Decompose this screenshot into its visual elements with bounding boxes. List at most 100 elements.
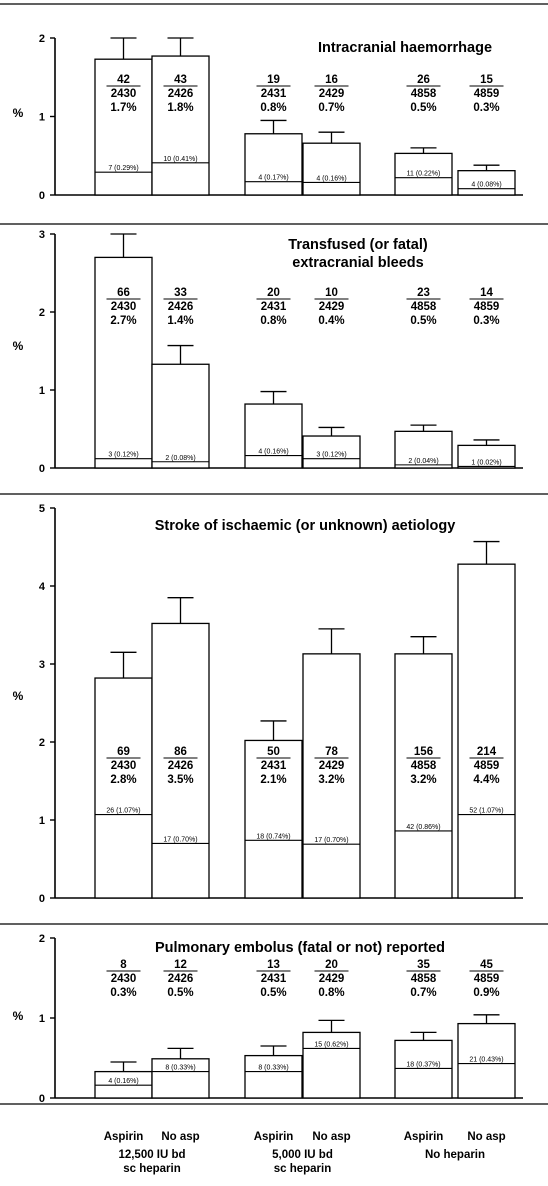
fatal-label: 26 (1.07%) xyxy=(106,808,140,815)
x-axis-labels: Aspirin No asp Aspirin No asp Aspirin No asp 1… xyxy=(104,1131,506,1175)
patient-count: 2431 xyxy=(261,301,287,313)
event-count: 156 xyxy=(414,746,433,758)
x-category-label: No asp xyxy=(161,1131,199,1143)
event-percent: 0.5% xyxy=(167,987,193,999)
bar xyxy=(244,1054,303,1099)
y-tick-label: 0 xyxy=(39,893,45,905)
event-count: 43 xyxy=(174,74,187,86)
chart-title: Intracranial haemorrhage xyxy=(318,40,492,56)
patient-count: 2431 xyxy=(261,760,287,772)
x-category-label: No asp xyxy=(467,1131,505,1143)
patient-count: 2429 xyxy=(319,88,345,100)
chart-panel-3: 0 1 2 3 4 5% Stroke of ischaemic (or unknown) … xyxy=(13,503,523,905)
patient-count: 2430 xyxy=(111,301,137,313)
event-percent: 0.3% xyxy=(110,987,136,999)
bar xyxy=(394,1039,453,1099)
patient-count: 2426 xyxy=(168,973,194,985)
event-percent: 0.9% xyxy=(473,987,499,999)
fatal-label: 4 (0.16%) xyxy=(108,1078,138,1085)
event-percent: 1.8% xyxy=(167,102,193,114)
patient-count: 2426 xyxy=(168,301,194,313)
event-percent: 0.8% xyxy=(260,315,286,327)
event-count: 14 xyxy=(480,287,493,299)
event-percent: 0.4% xyxy=(318,315,344,327)
fatal-label: 7 (0.29%) xyxy=(108,165,138,172)
event-percent: 0.5% xyxy=(410,102,436,114)
x-category-label: Aspirin xyxy=(104,1131,144,1143)
bar xyxy=(302,1031,361,1099)
y-tick-label: 1 xyxy=(39,1013,45,1025)
bar xyxy=(302,653,361,899)
event-count: 50 xyxy=(267,746,280,758)
event-percent: 0.5% xyxy=(260,987,286,999)
chart-title: Pulmonary embolus (fatal or not) reporte… xyxy=(155,940,445,956)
patient-count: 2426 xyxy=(168,88,194,100)
bar xyxy=(457,444,516,469)
y-tick-label: 0 xyxy=(39,190,45,202)
patient-count: 2429 xyxy=(319,973,345,985)
y-tick-label: 0 xyxy=(39,1093,45,1105)
fatal-label: 4 (0.16%) xyxy=(316,175,346,182)
event-percent: 2.8% xyxy=(110,774,136,786)
x-group-label: 5,000 IU bd xyxy=(272,1149,333,1161)
event-percent: 1.4% xyxy=(167,315,193,327)
y-tick-label: 0 xyxy=(39,463,45,475)
patient-count: 2429 xyxy=(319,760,345,772)
fatal-label: 52 (1.07%) xyxy=(469,808,503,815)
patient-count: 4858 xyxy=(411,301,437,313)
y-axis-label: % xyxy=(13,339,24,353)
event-percent: 0.7% xyxy=(318,102,344,114)
event-count: 8 xyxy=(120,959,127,971)
event-count: 16 xyxy=(325,74,338,86)
fatal-label: 3 (0.12%) xyxy=(108,452,138,459)
x-group-label: No heparin xyxy=(425,1149,485,1161)
y-tick-label: 2 xyxy=(39,307,45,319)
event-count: 23 xyxy=(417,287,430,299)
y-tick-label: 3 xyxy=(39,229,45,241)
fatal-label: 17 (0.70%) xyxy=(314,837,348,844)
fatal-label: 10 (0.41%) xyxy=(163,156,197,163)
event-count: 69 xyxy=(117,746,130,758)
x-group-label: sc heparin xyxy=(123,1163,181,1175)
fatal-label: 18 (0.74%) xyxy=(256,833,290,840)
event-count: 13 xyxy=(267,959,280,971)
chart-title: Transfused (or fatal) xyxy=(288,237,428,253)
chart-panel-4: 0 12% Pulmonary embolus (fatal or not) rep… xyxy=(13,933,523,1105)
event-percent: 0.3% xyxy=(473,315,499,327)
fatal-label: 8 (0.33%) xyxy=(258,1065,288,1072)
fatal-label: 3 (0.12%) xyxy=(316,452,346,459)
bar xyxy=(394,152,453,196)
event-count: 20 xyxy=(267,287,280,299)
x-category-label: Aspirin xyxy=(254,1131,294,1143)
event-count: 35 xyxy=(417,959,430,971)
event-count: 12 xyxy=(174,959,187,971)
patient-count: 2429 xyxy=(319,301,345,313)
chart-title: Stroke of ischaemic (or unknown) aetiolo… xyxy=(155,518,456,534)
y-tick-label: 2 xyxy=(39,33,45,45)
y-tick-label: 1 xyxy=(39,815,45,827)
event-percent: 0.7% xyxy=(410,987,436,999)
patient-count: 4858 xyxy=(411,760,437,772)
fatal-label: 2 (0.04%) xyxy=(408,458,438,465)
patient-count: 2431 xyxy=(261,973,287,985)
y-axis-label: % xyxy=(13,1009,24,1023)
event-count: 20 xyxy=(325,959,338,971)
patient-count: 2430 xyxy=(111,973,137,985)
x-group-label: sc heparin xyxy=(274,1163,332,1175)
patient-count: 4858 xyxy=(411,88,437,100)
bar xyxy=(94,677,153,899)
event-percent: 3.2% xyxy=(410,774,436,786)
bar xyxy=(302,142,361,196)
patient-count: 4858 xyxy=(411,973,437,985)
event-count: 66 xyxy=(117,287,130,299)
event-percent: 0.8% xyxy=(260,102,286,114)
x-category-label: Aspirin xyxy=(404,1131,444,1143)
y-tick-label: 1 xyxy=(39,385,45,397)
bar xyxy=(151,363,210,469)
event-percent: 3.5% xyxy=(167,774,193,786)
bar xyxy=(151,1058,210,1099)
patient-count: 4859 xyxy=(474,973,500,985)
patient-count: 2431 xyxy=(261,88,287,100)
